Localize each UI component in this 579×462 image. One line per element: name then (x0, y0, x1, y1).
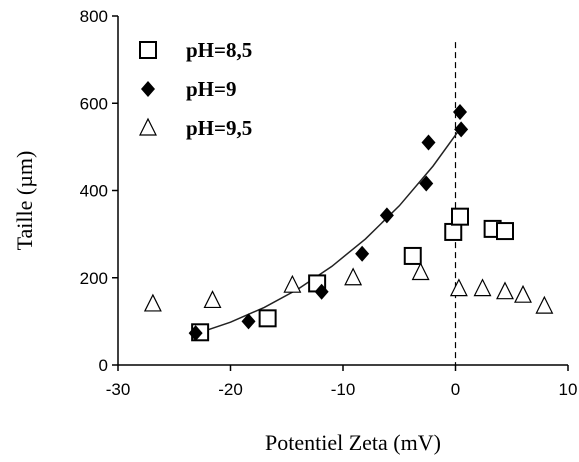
data-point (283, 274, 302, 293)
x-tick-label: 0 (451, 380, 460, 399)
data-point (355, 245, 370, 262)
data-point (514, 284, 532, 303)
x-tick-label: 10 (559, 380, 578, 399)
data-point (188, 325, 203, 342)
y-axis-title: Taille (µm) (12, 151, 37, 251)
data-point (203, 290, 222, 309)
data-point (473, 278, 492, 297)
y-tick-label: 600 (80, 94, 108, 113)
data-point (449, 278, 468, 297)
data-point (535, 295, 554, 314)
data-point (403, 246, 422, 265)
data-point (411, 262, 430, 281)
x-tick-label: -30 (106, 380, 131, 399)
y-tick-label: 0 (99, 356, 108, 375)
data-point (444, 222, 463, 241)
legend-marker (139, 41, 157, 59)
data-point (241, 313, 256, 330)
data-points (143, 103, 554, 342)
y-tick-label: 800 (80, 7, 108, 26)
x-tick-label: -10 (331, 380, 356, 399)
x-tick-label: -20 (218, 380, 243, 399)
data-point (451, 207, 469, 226)
fit-curve (196, 126, 462, 335)
y-tick-label: 400 (80, 182, 108, 201)
legend-label: pH=9,5 (186, 116, 252, 140)
data-point (453, 103, 467, 120)
legend-marker (139, 117, 157, 136)
x-axis-title: Potentiel Zeta (mV) (265, 430, 441, 455)
data-point (143, 293, 162, 312)
data-point (454, 121, 469, 138)
data-point (379, 207, 394, 224)
y-ticks: 0 200 400 600 800 (80, 7, 118, 375)
x-ticks: -30 -20 -10 0 10 (106, 365, 578, 399)
data-point (421, 134, 436, 151)
legend: pH=8,5 pH=9 pH=9,5 (139, 38, 252, 140)
data-point (419, 175, 434, 192)
data-point (314, 283, 329, 300)
data-point (496, 222, 514, 241)
data-point (496, 281, 514, 300)
legend-label: pH=9 (186, 77, 236, 101)
axes: 0 200 400 600 800 -30 -20 -10 0 10 (80, 7, 578, 399)
data-point (258, 309, 277, 328)
y-tick-label: 200 (80, 269, 108, 288)
legend-marker (141, 81, 155, 97)
data-point (344, 267, 363, 286)
legend-label: pH=8,5 (186, 38, 252, 62)
